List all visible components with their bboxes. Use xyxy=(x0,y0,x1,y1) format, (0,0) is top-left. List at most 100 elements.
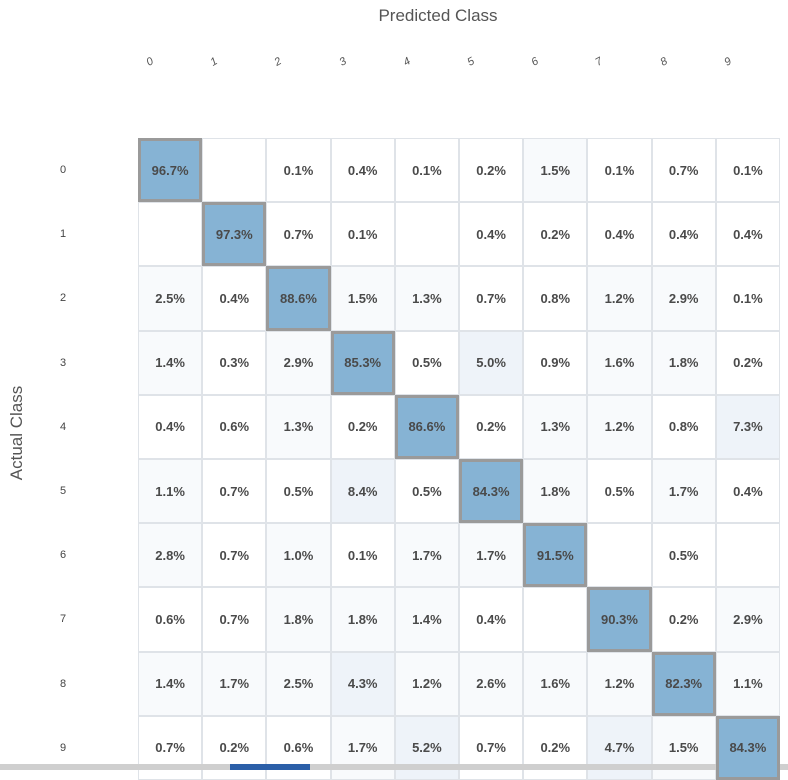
matrix-cell: 7.3% xyxy=(715,394,780,459)
matrix-cell: 0.1% xyxy=(394,138,459,203)
matrix-cell xyxy=(138,202,203,267)
matrix-cell: 5.2% xyxy=(394,715,459,780)
row-tick-9: 9 xyxy=(60,741,67,754)
matrix-cell: 1.1% xyxy=(715,651,780,716)
matrix-cell: 2.9% xyxy=(715,587,780,652)
matrix-cell: 0.2% xyxy=(459,138,524,203)
matrix-cell: 0.6% xyxy=(138,587,203,652)
column-tick-7: 7 xyxy=(593,55,606,69)
matrix-cell: 0.6% xyxy=(266,715,331,780)
diagonal-cell: 90.3% xyxy=(587,587,652,652)
column-tick-4: 4 xyxy=(401,55,413,69)
column-tick-0: 0 xyxy=(144,55,156,69)
matrix-cell: 0.4% xyxy=(459,587,524,652)
matrix-cell: 2.9% xyxy=(651,266,716,331)
diagonal-cell: 84.3% xyxy=(459,459,524,524)
matrix-cell xyxy=(202,138,267,203)
matrix-cell: 0.4% xyxy=(330,138,395,203)
row-tick-4: 4 xyxy=(60,420,67,433)
matrix-cell: 0.4% xyxy=(715,202,780,267)
matrix-cell: 0.4% xyxy=(202,266,267,331)
matrix-cell: 0.5% xyxy=(651,523,716,588)
matrix-cell: 0.4% xyxy=(587,202,652,267)
matrix-cell: 1.7% xyxy=(459,523,524,588)
matrix-cell: 0.4% xyxy=(715,459,780,524)
matrix-cell: 0.5% xyxy=(394,459,459,524)
matrix-cell: 1.3% xyxy=(523,394,588,459)
matrix-cell xyxy=(587,523,652,588)
matrix-cell: 0.9% xyxy=(523,330,588,395)
matrix-cell xyxy=(715,523,780,588)
matrix-cell: 1.4% xyxy=(394,587,459,652)
matrix-cell: 0.6% xyxy=(202,394,267,459)
matrix-cell: 0.8% xyxy=(651,394,716,459)
row-tick-0: 0 xyxy=(60,164,67,176)
matrix-cell: 0.2% xyxy=(523,202,588,267)
matrix-cell: 0.4% xyxy=(651,202,716,267)
column-tick-1: 1 xyxy=(208,55,220,69)
column-tick-6: 6 xyxy=(529,55,541,69)
column-tick-5: 5 xyxy=(465,55,477,69)
matrix-cell xyxy=(394,202,459,267)
column-tick-9: 9 xyxy=(722,55,734,69)
matrix-cell: 1.4% xyxy=(138,651,203,716)
matrix-cell: 0.2% xyxy=(202,715,267,780)
x-axis-title: Predicted Class xyxy=(378,6,498,25)
diagonal-cell: 86.6% xyxy=(394,394,459,459)
column-tick-3: 3 xyxy=(336,55,349,69)
matrix-cell: 1.2% xyxy=(587,394,652,459)
matrix-cell: 2.5% xyxy=(266,651,331,716)
matrix-cell: 1.5% xyxy=(330,266,395,331)
column-tick-2: 2 xyxy=(272,55,285,69)
matrix-cell: 0.4% xyxy=(138,394,203,459)
diagonal-cell: 96.7% xyxy=(138,138,203,203)
matrix-cell: 0.4% xyxy=(459,202,524,267)
scrollbar-thumb[interactable] xyxy=(230,764,310,770)
row-tick-6: 6 xyxy=(60,549,67,562)
row-tick-7: 7 xyxy=(60,613,67,626)
diagonal-cell: 97.3% xyxy=(202,202,267,267)
matrix-cell: 1.7% xyxy=(330,715,395,780)
matrix-cell: 2.8% xyxy=(138,523,203,588)
row-tick-3: 3 xyxy=(60,356,67,369)
matrix-cell: 0.8% xyxy=(523,266,588,331)
matrix-cell: 0.5% xyxy=(266,459,331,524)
matrix-cell: 1.2% xyxy=(587,651,652,716)
matrix-cell: 0.7% xyxy=(459,715,524,780)
row-tick-2: 2 xyxy=(60,292,67,305)
matrix-cell: 0.2% xyxy=(459,394,524,459)
row-tick-8: 8 xyxy=(60,677,67,690)
matrix-cell: 0.5% xyxy=(394,330,459,395)
matrix-cell: 0.1% xyxy=(266,138,331,203)
matrix-cell: 1.3% xyxy=(394,266,459,331)
matrix-cell: 2.9% xyxy=(266,330,331,395)
matrix-cell: 2.5% xyxy=(138,266,203,331)
matrix-cell: 0.2% xyxy=(715,330,780,395)
matrix-cell: 5.0% xyxy=(459,330,524,395)
matrix-cell: 1.8% xyxy=(330,587,395,652)
row-tick-1: 1 xyxy=(60,228,67,241)
matrix-cell: 1.8% xyxy=(266,587,331,652)
matrix-cell: 1.2% xyxy=(587,266,652,331)
matrix-cell: 1.4% xyxy=(138,330,203,395)
matrix-cell: 1.3% xyxy=(266,394,331,459)
matrix-cell: 0.1% xyxy=(587,138,652,203)
horizontal-scrollbar[interactable] xyxy=(0,764,788,770)
matrix-cell: 1.8% xyxy=(523,459,588,524)
y-axis-title: Actual Class xyxy=(7,385,26,481)
matrix-cell: 1.8% xyxy=(651,330,716,395)
column-tick-8: 8 xyxy=(657,55,670,69)
matrix-cell: 0.7% xyxy=(266,202,331,267)
matrix-cell: 0.2% xyxy=(651,587,716,652)
diagonal-cell: 84.3% xyxy=(715,715,780,780)
matrix-cell: 1.6% xyxy=(523,651,588,716)
diagonal-cell: 88.6% xyxy=(266,266,331,331)
matrix-cell: 1.0% xyxy=(266,523,331,588)
matrix-cell: 0.2% xyxy=(330,394,395,459)
matrix-cell: 0.7% xyxy=(459,266,524,331)
matrix-cell: 0.7% xyxy=(202,523,267,588)
matrix-cell: 0.7% xyxy=(202,459,267,524)
matrix-cell: 0.7% xyxy=(202,587,267,652)
matrix-cell: 0.1% xyxy=(330,202,395,267)
